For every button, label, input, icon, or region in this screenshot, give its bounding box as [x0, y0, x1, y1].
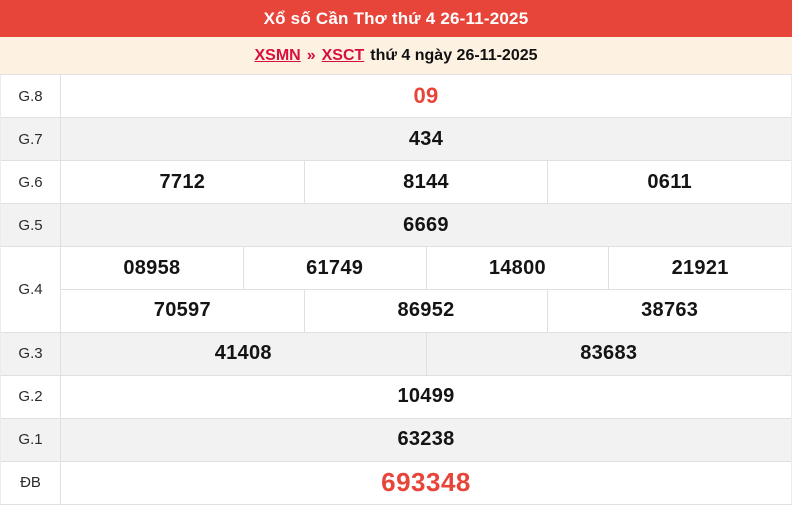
breadcrumb-separator: »: [306, 46, 316, 64]
prize-label-g5: G.5: [1, 204, 61, 247]
prize-value-g7: 434: [408, 127, 444, 150]
prize-value-g4-7: 38763: [641, 299, 699, 322]
table-row-g3: G.3 41408 83683: [1, 332, 791, 376]
prize-value-g4-5: 70597: [61, 289, 305, 332]
prize-value-g8: 09: [413, 83, 439, 109]
prize-value-g6-2: 8144: [305, 161, 549, 204]
table-row-g5: G.5 6669: [1, 204, 791, 248]
page-title: Xổ số Cần Thơ thứ 4 26-11-2025: [263, 8, 529, 28]
breadcrumb-date-text: thứ 4 ngày 26-11-2025: [370, 46, 538, 64]
prize-value-db: 693348: [381, 467, 471, 498]
table-row-g7: G.7 434: [1, 118, 791, 162]
title-bar: Xổ số Cần Thơ thứ 4 26-11-2025: [0, 0, 792, 37]
prize-label-g6: G.6: [1, 161, 61, 204]
prize-value-g2: 10499: [397, 385, 455, 408]
table-row-g8: G.8 09: [1, 75, 791, 119]
prize-label-g1: G.1: [1, 418, 61, 461]
prize-value-g3-1: 41408: [61, 332, 427, 375]
prize-value-g4-3: 14800: [427, 247, 610, 289]
table-row-g2: G.2 10499: [1, 375, 791, 419]
prize-value-g5: 6669: [403, 213, 449, 236]
prize-label-g3: G.3: [1, 332, 61, 375]
prize-value-g1: 63238: [397, 428, 455, 451]
table-row-g4: G.4 08958 61749 14800 21921 70597 86952 …: [1, 247, 791, 333]
prize-value-g3-2: 83683: [580, 342, 638, 365]
table-row-g6: G.6 7712 8144 0611: [1, 161, 791, 205]
prize-value-g4-4: 21921: [671, 256, 729, 279]
results-table: G.8 09 G.7 434 G.6 7712 8144 0611 G.5 66…: [0, 74, 792, 505]
prize-label-db: ĐB: [1, 461, 61, 504]
prize-value-g6-3: 0611: [647, 170, 692, 193]
breadcrumb-link-xsct[interactable]: XSCT: [321, 46, 365, 64]
prize-value-g4-2: 61749: [244, 247, 427, 289]
prize-value-g4-1: 08958: [61, 247, 244, 289]
prize-label-g7: G.7: [1, 118, 61, 161]
prize-value-g6-1: 7712: [61, 161, 305, 204]
prize-label-g4: G.4: [1, 247, 61, 332]
prize-value-g4-6: 86952: [305, 289, 549, 332]
prize-label-g8: G.8: [1, 75, 61, 118]
breadcrumb: XSMN » XSCT thứ 4 ngày 26-11-2025: [0, 37, 792, 74]
table-row-g1: G.1 63238: [1, 418, 791, 462]
prize-label-g2: G.2: [1, 375, 61, 418]
breadcrumb-link-xsmn[interactable]: XSMN: [254, 46, 301, 64]
table-row-db: ĐB 693348: [1, 461, 791, 505]
